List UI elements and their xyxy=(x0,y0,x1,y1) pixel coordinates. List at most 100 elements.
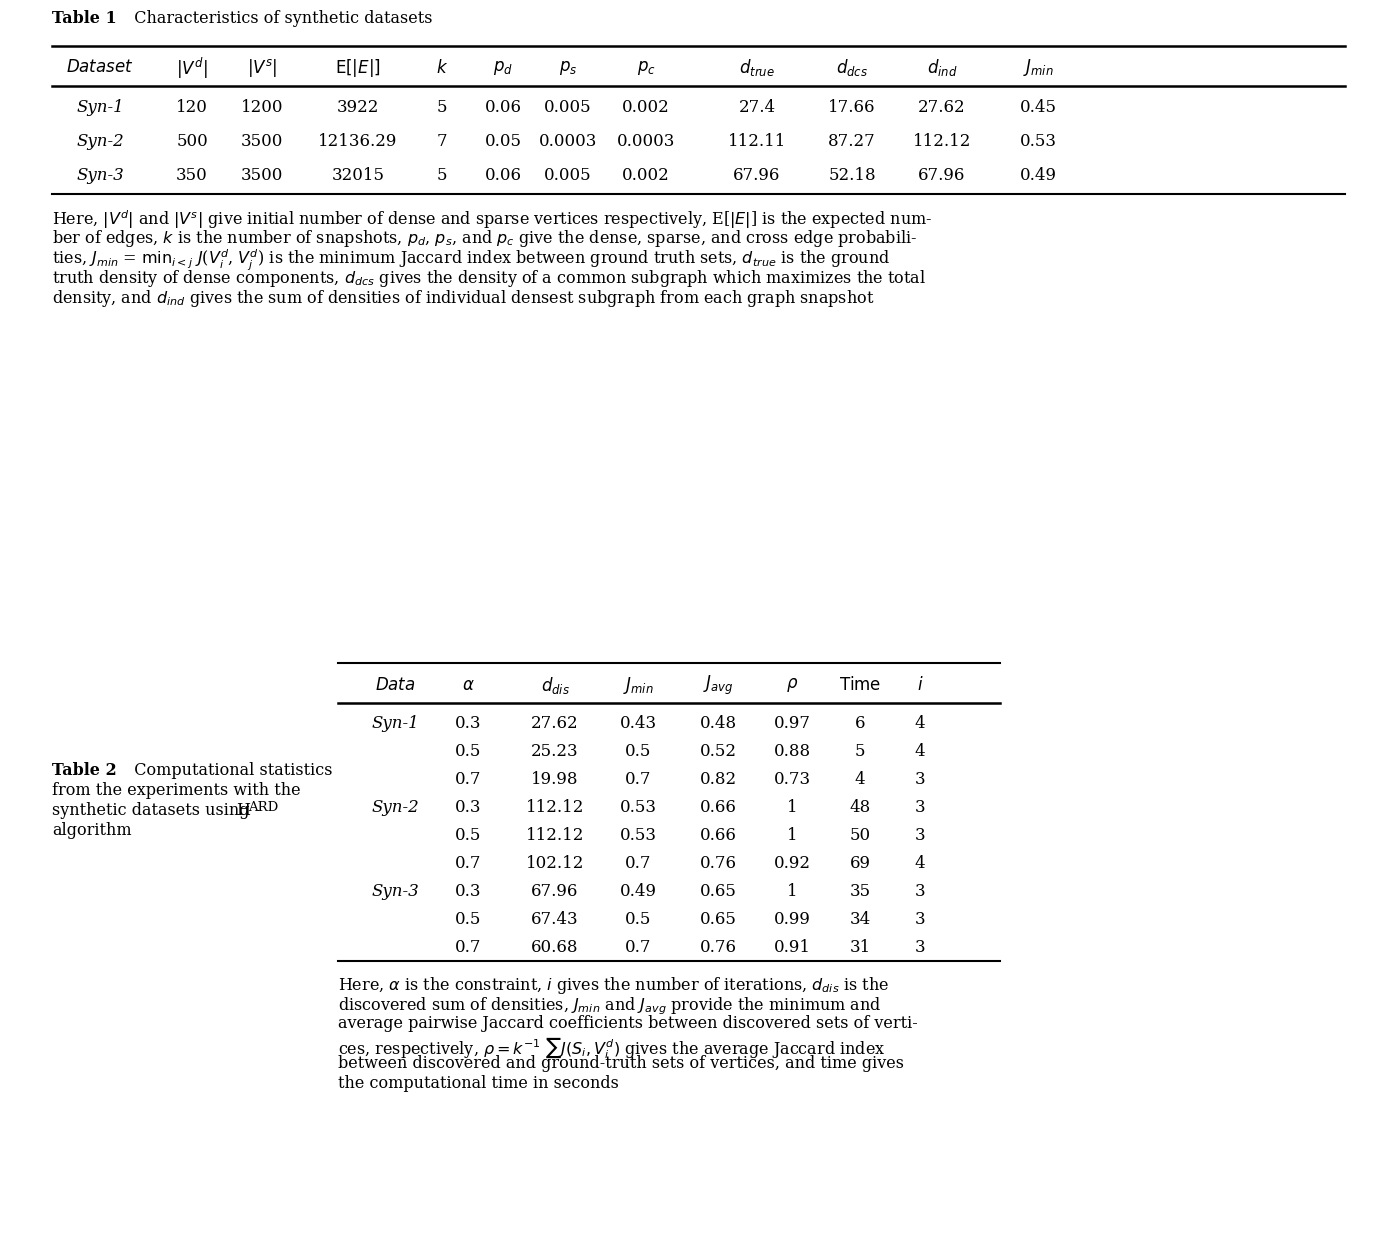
Text: 0.06: 0.06 xyxy=(484,167,522,184)
Text: 50: 50 xyxy=(849,827,870,843)
Text: 3500: 3500 xyxy=(241,167,283,184)
Text: 0.48: 0.48 xyxy=(699,714,736,732)
Text: 0.66: 0.66 xyxy=(700,827,736,843)
Text: $p_c$: $p_c$ xyxy=(636,59,656,77)
Text: 3: 3 xyxy=(915,799,926,816)
Text: 0.7: 0.7 xyxy=(455,938,482,956)
Text: 27.62: 27.62 xyxy=(919,99,966,116)
Text: from the experiments with the: from the experiments with the xyxy=(52,782,301,799)
Text: 4: 4 xyxy=(855,770,866,787)
Text: $\mathrm{Time}$: $\mathrm{Time}$ xyxy=(839,676,881,695)
Text: average pairwise Jaccard coefficients between discovered sets of verti-: average pairwise Jaccard coefficients be… xyxy=(338,1015,917,1032)
Text: $d_{dis}$: $d_{dis}$ xyxy=(540,675,569,696)
Text: $\alpha$: $\alpha$ xyxy=(462,676,475,693)
Text: 12136.29: 12136.29 xyxy=(319,134,398,151)
Text: 52.18: 52.18 xyxy=(828,167,876,184)
Text: 4: 4 xyxy=(915,743,926,759)
Text: 17.66: 17.66 xyxy=(828,99,876,116)
Text: discovered sum of densities, $J_{min}$ and $J_{avg}$ provide the minimum and: discovered sum of densities, $J_{min}$ a… xyxy=(338,995,881,1016)
Text: the computational time in seconds: the computational time in seconds xyxy=(338,1075,619,1092)
Text: 3: 3 xyxy=(915,883,926,900)
Text: 0.7: 0.7 xyxy=(625,854,651,872)
Text: 67.96: 67.96 xyxy=(532,883,579,900)
Text: 35: 35 xyxy=(849,883,870,900)
Text: 0.05: 0.05 xyxy=(484,134,522,151)
Text: 32015: 32015 xyxy=(331,167,384,184)
Text: 0.52: 0.52 xyxy=(700,743,736,759)
Text: 25.23: 25.23 xyxy=(532,743,579,759)
Text: 0.76: 0.76 xyxy=(700,938,736,956)
Text: Computational statistics: Computational statistics xyxy=(124,763,333,779)
Text: 5: 5 xyxy=(437,167,447,184)
Text: 0.66: 0.66 xyxy=(700,799,736,816)
Text: 0.45: 0.45 xyxy=(1019,99,1057,116)
Text: 27.62: 27.62 xyxy=(532,714,579,732)
Text: 31: 31 xyxy=(849,938,870,956)
Text: 0.65: 0.65 xyxy=(700,883,736,900)
Text: $J_{min}$: $J_{min}$ xyxy=(622,675,653,696)
Text: 60.68: 60.68 xyxy=(532,938,579,956)
Text: $Data$: $Data$ xyxy=(374,676,415,693)
Text: ces, respectively, $\rho = k^{-1}$ $\sum J(S_i, V_i^d)$ gives the average Jaccar: ces, respectively, $\rho = k^{-1}$ $\sum… xyxy=(338,1035,885,1060)
Text: 6: 6 xyxy=(855,714,866,732)
Text: $k$: $k$ xyxy=(436,59,448,77)
Text: 3: 3 xyxy=(915,910,926,927)
Text: 5: 5 xyxy=(437,99,447,116)
Text: 0.53: 0.53 xyxy=(619,799,657,816)
Text: 1: 1 xyxy=(786,799,798,816)
Text: 0.53: 0.53 xyxy=(1019,134,1057,151)
Text: density, and $d_{ind}$ gives the sum of densities of individual densest subgraph: density, and $d_{ind}$ gives the sum of … xyxy=(52,288,874,310)
Text: H: H xyxy=(237,802,251,820)
Text: 0.7: 0.7 xyxy=(455,854,482,872)
Text: between discovered and ground-truth sets of vertices, and time gives: between discovered and ground-truth sets… xyxy=(338,1055,903,1072)
Text: 112.12: 112.12 xyxy=(526,827,585,843)
Text: 0.92: 0.92 xyxy=(774,854,810,872)
Text: 3500: 3500 xyxy=(241,134,283,151)
Text: 0.5: 0.5 xyxy=(455,743,482,759)
Text: 0.3: 0.3 xyxy=(455,714,482,732)
Text: 0.7: 0.7 xyxy=(455,770,482,787)
Text: $p_s$: $p_s$ xyxy=(558,59,578,77)
Text: 5: 5 xyxy=(855,743,866,759)
Text: 0.91: 0.91 xyxy=(774,938,810,956)
Text: 0.49: 0.49 xyxy=(619,883,657,900)
Text: 0.49: 0.49 xyxy=(1019,167,1057,184)
Text: 34: 34 xyxy=(849,910,870,927)
Text: 0.76: 0.76 xyxy=(700,854,736,872)
Text: $|V^d|$: $|V^d|$ xyxy=(177,56,207,80)
Text: $Dataset$: $Dataset$ xyxy=(67,59,134,77)
Text: Syn-2: Syn-2 xyxy=(372,799,419,816)
Text: algorithm: algorithm xyxy=(52,822,132,839)
Text: synthetic datasets using: synthetic datasets using xyxy=(52,802,255,820)
Text: 4: 4 xyxy=(915,854,926,872)
Text: ber of edges, $k$ is the number of snapshots, $p_d$, $p_s$, and $p_c$ give the d: ber of edges, $k$ is the number of snaps… xyxy=(52,228,917,249)
Text: Syn-3: Syn-3 xyxy=(372,883,419,900)
Text: 67.96: 67.96 xyxy=(734,167,781,184)
Text: 112.12: 112.12 xyxy=(526,799,585,816)
Text: 0.88: 0.88 xyxy=(774,743,810,759)
Text: 0.5: 0.5 xyxy=(455,827,482,843)
Text: 3922: 3922 xyxy=(337,99,379,116)
Text: 112.11: 112.11 xyxy=(728,134,786,151)
Text: 0.0003: 0.0003 xyxy=(617,134,675,151)
Text: Here, $|V^d|$ and $|V^s|$ give initial number of dense and sparse vertices respe: Here, $|V^d|$ and $|V^s|$ give initial n… xyxy=(52,208,933,230)
Text: 0.53: 0.53 xyxy=(619,827,657,843)
Text: 19.98: 19.98 xyxy=(532,770,579,787)
Text: Characteristics of synthetic datasets: Characteristics of synthetic datasets xyxy=(124,10,433,27)
Text: 500: 500 xyxy=(177,134,207,151)
Text: truth density of dense components, $d_{dcs}$ gives the density of a common subgr: truth density of dense components, $d_{d… xyxy=(52,267,926,288)
Text: 0.82: 0.82 xyxy=(699,770,736,787)
Text: $J_{min}$: $J_{min}$ xyxy=(1023,57,1054,78)
Text: $\mathrm{E}[|E|]$: $\mathrm{E}[|E|]$ xyxy=(335,57,381,79)
Text: 0.73: 0.73 xyxy=(774,770,810,787)
Text: 0.005: 0.005 xyxy=(544,167,592,184)
Text: Table 2: Table 2 xyxy=(52,763,117,779)
Text: 3: 3 xyxy=(915,938,926,956)
Text: $|V^s|$: $|V^s|$ xyxy=(246,57,277,79)
Text: Syn-1: Syn-1 xyxy=(372,714,419,732)
Text: 48: 48 xyxy=(849,799,870,816)
Text: ARD: ARD xyxy=(248,801,278,815)
Text: 0.7: 0.7 xyxy=(625,770,651,787)
Text: 69: 69 xyxy=(849,854,870,872)
Text: 0.65: 0.65 xyxy=(700,910,736,927)
